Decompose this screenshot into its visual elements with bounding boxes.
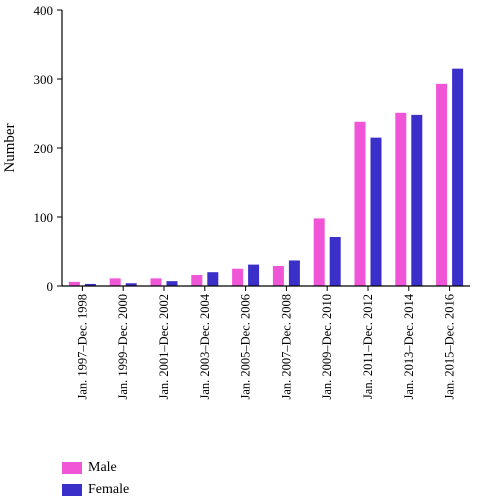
bar-male-4 (232, 268, 244, 286)
x-tick-label: Jan. 1997–Dec. 1998 (75, 294, 89, 400)
x-tick-label: Jan. 2001–Dec. 2002 (157, 294, 171, 400)
legend-swatch-male (62, 462, 82, 474)
bar-male-6 (313, 218, 325, 286)
bars-layer (68, 68, 464, 287)
bar-male-2 (150, 278, 162, 286)
bar-male-5 (272, 265, 284, 286)
bar-female-1 (125, 283, 137, 286)
legend-item-male: Male (62, 458, 129, 478)
x-tick-label: Jan. 1999–Dec. 2000 (116, 294, 130, 400)
x-tick-label: Jan. 2009–Dec. 2010 (320, 294, 334, 400)
bar-male-8 (395, 112, 407, 286)
y-tick-label: 400 (34, 3, 54, 18)
y-tick-label: 0 (47, 279, 54, 294)
bar-male-7 (354, 121, 366, 286)
bar-female-4 (248, 264, 260, 286)
bar-female-8 (411, 114, 423, 286)
y-tick-label: 200 (34, 141, 54, 156)
legend-label-female: Female (88, 482, 130, 497)
bar-female-5 (288, 260, 300, 286)
bar-male-0 (68, 281, 80, 286)
x-tick-label: Jan. 2013–Dec. 2014 (402, 293, 416, 399)
legend-label-male: Male (88, 460, 117, 475)
axes-layer: 0 100 200 300 400 Jan. 1997–Dec. 1998 Jan. 199… (34, 3, 470, 400)
bar-male-3 (191, 274, 203, 286)
x-tick-label: Jan. 2011–Dec. 2012 (361, 294, 375, 399)
x-tick-label: Jan. 2005–Dec. 2006 (239, 294, 253, 400)
x-tick-label: Jan. 2015–Dec. 2016 (443, 294, 457, 400)
y-axis-label: Number (2, 123, 18, 172)
y-tick-label: 300 (34, 72, 54, 87)
legend: Male Female (62, 458, 129, 502)
x-tick-label: Jan. 2007–Dec. 2008 (279, 294, 293, 400)
bar-female-3 (207, 272, 219, 286)
x-tick-label: Jan. 2003–Dec. 2004 (198, 293, 212, 399)
bar-male-1 (109, 278, 121, 286)
bar-female-6 (329, 237, 341, 286)
bar-female-7 (370, 137, 382, 286)
bar-female-9 (452, 68, 464, 287)
legend-swatch-female (62, 484, 82, 496)
bar-male-9 (436, 83, 448, 286)
bar-female-0 (84, 283, 96, 286)
y-tick-label: 100 (34, 210, 54, 225)
bar-female-2 (166, 281, 178, 286)
legend-item-female: Female (62, 480, 129, 500)
